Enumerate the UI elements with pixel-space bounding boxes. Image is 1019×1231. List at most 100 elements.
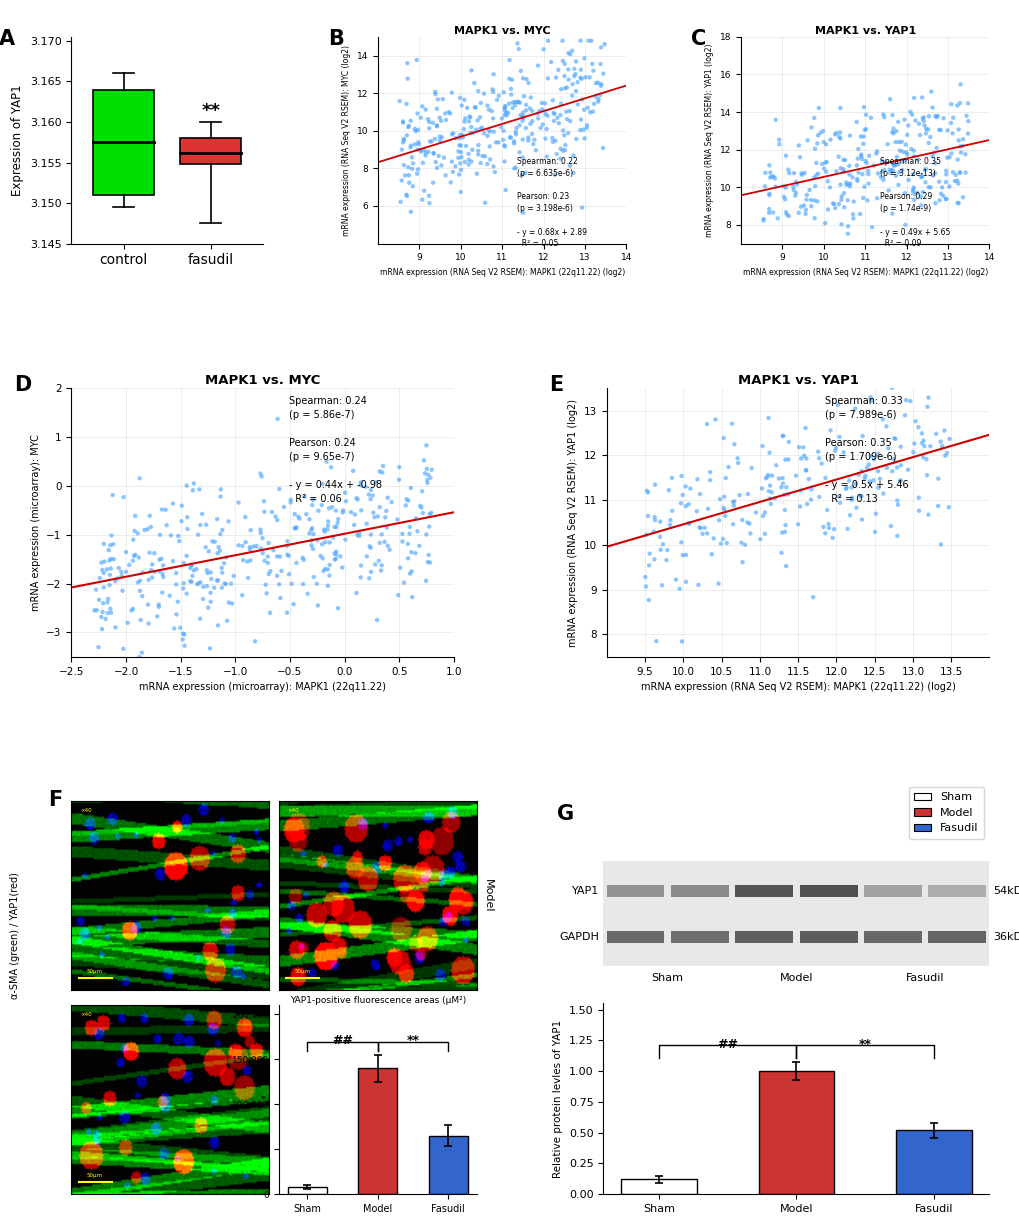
Point	[568, 52, 584, 71]
Point	[280, 547, 297, 566]
Point	[862, 447, 878, 467]
Bar	[606, 885, 663, 897]
Point	[426, 129, 442, 149]
Text: 50μm: 50μm	[87, 1173, 102, 1178]
Point	[101, 540, 117, 560]
Point	[118, 563, 135, 582]
Point	[819, 515, 836, 534]
Point	[417, 100, 433, 119]
Point	[549, 60, 566, 80]
Point	[913, 87, 929, 107]
Point	[913, 166, 929, 186]
Point	[199, 564, 215, 583]
Point	[178, 583, 195, 603]
Point	[760, 199, 776, 219]
Point	[815, 132, 832, 151]
Point	[905, 146, 921, 166]
Point	[920, 106, 936, 126]
Point	[926, 164, 943, 183]
Point	[564, 86, 580, 106]
Point	[278, 603, 294, 623]
Point	[421, 118, 437, 138]
Point	[345, 515, 362, 534]
Point	[474, 118, 490, 138]
Point	[712, 534, 729, 554]
Point	[930, 172, 947, 192]
Point	[835, 183, 851, 203]
Point	[482, 150, 498, 170]
Point	[253, 523, 269, 543]
Point	[271, 479, 287, 499]
Point	[846, 399, 862, 419]
Point	[504, 98, 521, 118]
Bar	[735, 885, 793, 897]
Point	[306, 567, 322, 587]
Bar	[358, 1069, 396, 1194]
Point	[545, 103, 561, 123]
Point	[496, 137, 513, 156]
Point	[667, 570, 684, 590]
Point	[773, 468, 790, 487]
Point	[404, 148, 420, 167]
Point	[510, 92, 526, 112]
Point	[918, 398, 934, 417]
Point	[271, 575, 287, 595]
Y-axis label: Control: Control	[275, 875, 285, 916]
Point	[366, 507, 382, 527]
Point	[892, 470, 908, 490]
Point	[899, 116, 915, 135]
Point	[374, 463, 390, 483]
Point	[395, 572, 412, 592]
Point	[403, 478, 419, 497]
Point	[847, 474, 863, 494]
Point	[854, 426, 870, 446]
Point	[146, 563, 162, 582]
Point	[892, 437, 908, 457]
Point	[860, 454, 876, 474]
Point	[807, 165, 823, 185]
Point	[184, 566, 201, 586]
Point	[282, 490, 299, 510]
Point	[808, 192, 824, 212]
Point	[910, 501, 926, 521]
Point	[363, 563, 379, 582]
Point	[511, 143, 527, 162]
Point	[417, 143, 433, 162]
Point	[887, 155, 903, 175]
Point	[428, 158, 444, 177]
Point	[496, 97, 513, 117]
Point	[403, 543, 419, 563]
Point	[441, 103, 458, 123]
Point	[427, 82, 443, 102]
Point	[829, 395, 846, 415]
Point	[914, 431, 930, 451]
Point	[487, 133, 503, 153]
Point	[574, 90, 590, 110]
Point	[858, 458, 874, 478]
Point	[832, 129, 848, 149]
Point	[840, 175, 856, 194]
Text: Fasudil: Fasudil	[905, 972, 944, 982]
Point	[902, 139, 918, 159]
Point	[337, 491, 354, 511]
Point	[848, 169, 864, 188]
Point	[903, 105, 919, 124]
Point	[818, 500, 835, 519]
Point	[950, 193, 966, 213]
Bar	[863, 931, 921, 943]
Point	[132, 611, 149, 630]
Point	[945, 108, 961, 128]
Point	[869, 478, 886, 497]
Point	[921, 177, 937, 197]
Point	[776, 449, 793, 469]
Point	[133, 586, 150, 606]
Point	[826, 441, 843, 460]
Point	[347, 583, 364, 603]
Point	[245, 537, 261, 556]
Point	[572, 68, 588, 87]
Point	[857, 465, 873, 485]
Point	[657, 550, 674, 570]
Point	[170, 526, 186, 545]
Point	[107, 618, 123, 638]
Point	[800, 469, 816, 489]
